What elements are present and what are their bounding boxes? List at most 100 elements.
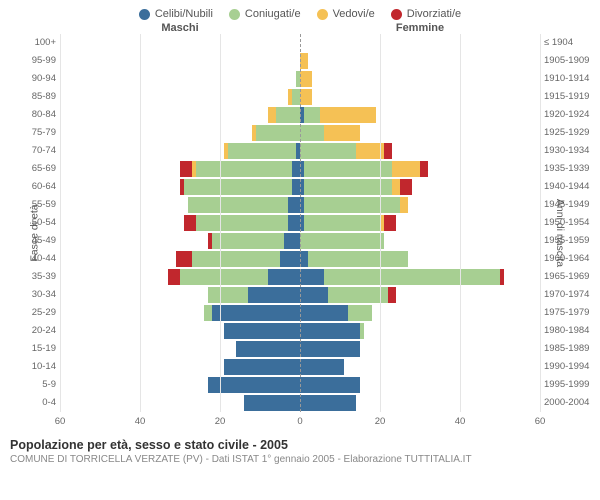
bar-segment — [224, 359, 300, 375]
bar-segment — [300, 125, 324, 141]
age-label: 20-24 — [20, 326, 56, 336]
age-label: 90-94 — [20, 74, 56, 84]
female-bar — [300, 89, 540, 105]
age-label: 5-9 — [20, 380, 56, 390]
legend-item: Coniugati/e — [229, 8, 301, 20]
legend-item: Vedovi/e — [317, 8, 375, 20]
bar-segment — [224, 323, 300, 339]
male-bar — [60, 35, 300, 51]
birth-year-label: 1970-1974 — [544, 290, 594, 300]
x-axis: 6040200204060 — [60, 412, 540, 432]
bar-segment — [228, 143, 296, 159]
age-label: 0-4 — [20, 398, 56, 408]
bar-segment — [328, 287, 388, 303]
bar-segment — [400, 197, 408, 213]
male-bar — [60, 143, 300, 159]
male-bar — [60, 269, 300, 285]
birth-year-label: 1930-1934 — [544, 146, 594, 156]
bar-segment — [192, 251, 280, 267]
birth-year-label: 1925-1929 — [544, 128, 594, 138]
bar-segment — [204, 305, 212, 321]
bar-segment — [280, 251, 300, 267]
bar-segment — [180, 161, 192, 177]
gridline — [60, 34, 61, 412]
legend-item: Celibi/Nubili — [139, 8, 213, 20]
male-bar — [60, 305, 300, 321]
legend-item: Divorziati/e — [391, 8, 461, 20]
legend-label: Divorziati/e — [407, 8, 461, 20]
bar-segment — [400, 179, 412, 195]
bar-segment — [320, 107, 376, 123]
bar-segment — [188, 197, 288, 213]
center-divider — [300, 34, 301, 412]
gridline — [380, 34, 381, 412]
birth-year-label: 1905-1909 — [544, 56, 594, 66]
female-bar — [300, 251, 540, 267]
age-label: 30-34 — [20, 290, 56, 300]
male-bar — [60, 53, 300, 69]
bar-segment — [388, 287, 396, 303]
bar-segment — [196, 215, 288, 231]
bar-segment — [284, 233, 300, 249]
bar-segment — [288, 197, 300, 213]
x-tick-label: 40 — [135, 416, 146, 427]
bar-segment — [420, 161, 428, 177]
female-bar — [300, 233, 540, 249]
bar-segment — [292, 161, 300, 177]
female-bar — [300, 323, 540, 339]
birth-year-label: 1980-1984 — [544, 326, 594, 336]
male-bar — [60, 377, 300, 393]
bar-segment — [268, 269, 300, 285]
female-bar — [300, 125, 540, 141]
bar-segment — [288, 215, 300, 231]
bar-segment — [276, 107, 300, 123]
bar-segment — [300, 143, 356, 159]
x-tick-label: 0 — [297, 416, 302, 427]
legend-swatch — [317, 9, 328, 20]
age-label: 70-74 — [20, 146, 56, 156]
bar-segment — [300, 395, 356, 411]
bar-segment — [248, 287, 300, 303]
bar-segment — [196, 161, 292, 177]
birth-year-label: 1960-1964 — [544, 254, 594, 264]
bar-segment — [300, 305, 348, 321]
female-bar — [300, 107, 540, 123]
birth-year-label: 1920-1924 — [544, 110, 594, 120]
bar-segment — [300, 269, 324, 285]
female-bar — [300, 305, 540, 321]
bar-segment — [168, 269, 180, 285]
bar-segment — [300, 71, 312, 87]
age-label: 15-19 — [20, 344, 56, 354]
male-bar — [60, 71, 300, 87]
bar-segment — [384, 215, 396, 231]
female-bar — [300, 377, 540, 393]
legend-label: Vedovi/e — [333, 8, 375, 20]
bar-segment — [300, 341, 360, 357]
bar-segment — [256, 125, 300, 141]
female-bar — [300, 215, 540, 231]
birth-year-label: 1940-1944 — [544, 182, 594, 192]
bar-segment — [184, 215, 196, 231]
birth-year-label: 2000-2004 — [544, 398, 594, 408]
female-bar — [300, 143, 540, 159]
age-label: 50-54 — [20, 218, 56, 228]
female-bar — [300, 287, 540, 303]
bar-segment — [392, 179, 400, 195]
gridline — [220, 34, 221, 412]
birth-year-label: 1915-1919 — [544, 92, 594, 102]
bar-segment — [324, 269, 500, 285]
birth-year-label: 1955-1959 — [544, 236, 594, 246]
bar-segment — [384, 143, 392, 159]
bar-segment — [304, 197, 400, 213]
age-label: 25-29 — [20, 308, 56, 318]
bar-segment — [268, 107, 276, 123]
male-bar — [60, 359, 300, 375]
bar-segment — [300, 251, 308, 267]
birth-year-label: 1950-1954 — [544, 218, 594, 228]
female-bar — [300, 71, 540, 87]
gridline — [140, 34, 141, 412]
legend-swatch — [391, 9, 402, 20]
birth-year-label: 1975-1979 — [544, 308, 594, 318]
legend: Celibi/Nubili Coniugati/e Vedovi/e Divorzia… — [0, 0, 600, 22]
age-label: 100+ — [20, 38, 56, 48]
